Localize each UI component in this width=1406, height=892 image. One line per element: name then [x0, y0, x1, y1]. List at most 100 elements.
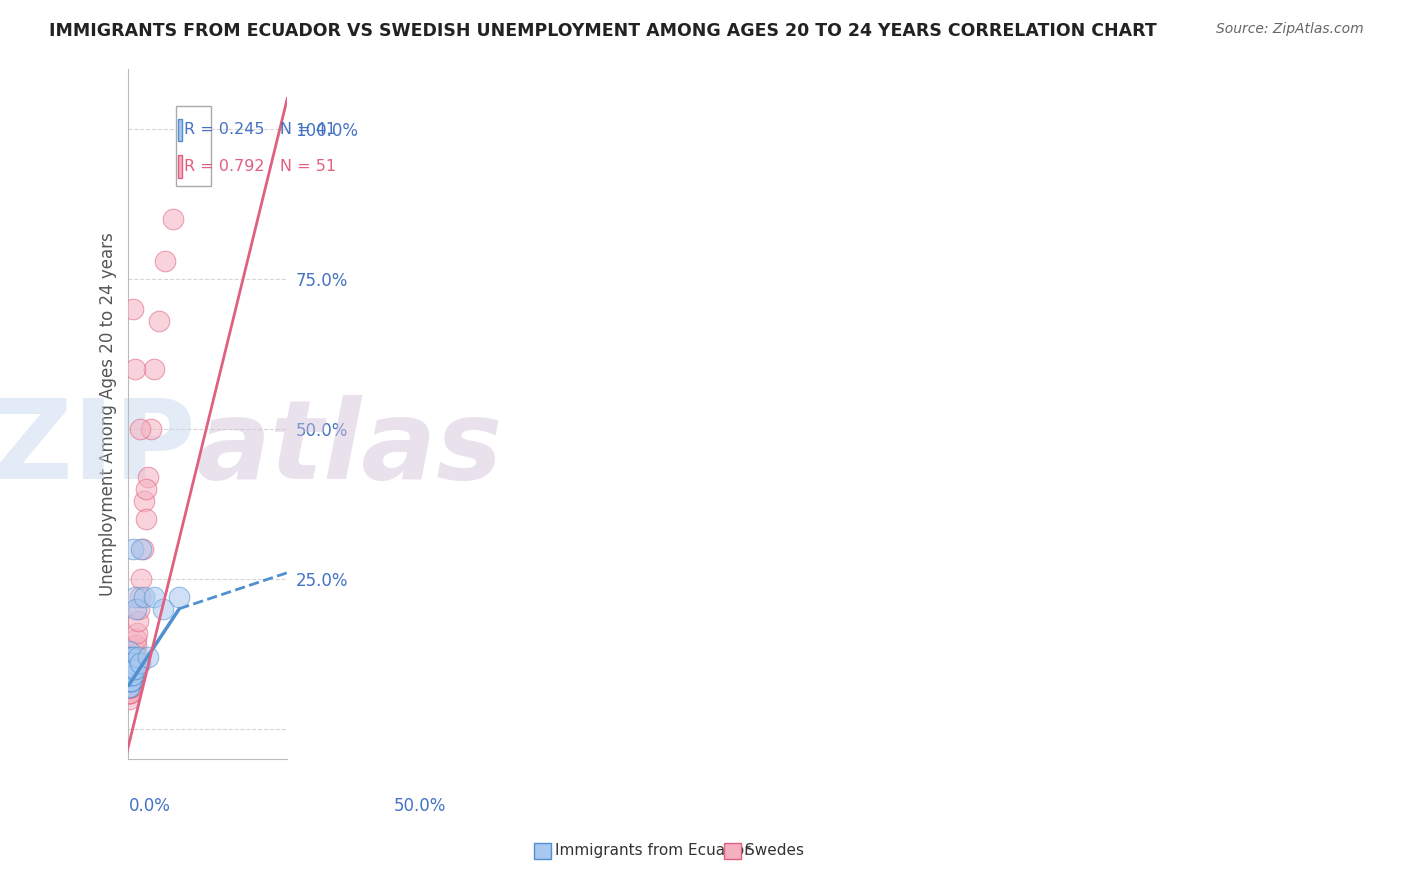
Point [152, 601, 174, 615]
Point [120, 673, 142, 688]
Point [121, 667, 143, 681]
Point [120, 656, 142, 670]
Point [120, 667, 142, 681]
Point [125, 632, 148, 646]
Point [120, 662, 142, 676]
Point [120, 667, 142, 681]
Point [118, 662, 141, 676]
Point [118, 686, 141, 700]
Point [148, 313, 170, 327]
Point [118, 691, 141, 706]
Text: IMMIGRANTS FROM ECUADOR VS SWEDISH UNEMPLOYMENT AMONG AGES 20 TO 24 YEARS CORREL: IMMIGRANTS FROM ECUADOR VS SWEDISH UNEMP… [49, 22, 1157, 40]
Point [120, 656, 142, 670]
Point [121, 673, 143, 688]
Point [120, 680, 142, 694]
Point [121, 656, 143, 670]
Text: Source: ZipAtlas.com: Source: ZipAtlas.com [1216, 22, 1364, 37]
Point [118, 680, 141, 694]
Bar [179, 119, 183, 141]
Point [121, 667, 143, 681]
Point [118, 680, 141, 694]
Point [121, 662, 143, 676]
Point [129, 590, 152, 604]
Point [124, 644, 146, 658]
Point [121, 667, 143, 681]
Point [122, 662, 145, 676]
Point [120, 686, 142, 700]
Point [124, 590, 146, 604]
Point [120, 673, 142, 688]
Point [122, 656, 145, 670]
Point [135, 482, 157, 496]
Point [118, 656, 141, 670]
Point [118, 662, 141, 676]
Point [118, 680, 141, 694]
Point [129, 541, 152, 556]
Point [122, 662, 145, 676]
Point [129, 572, 152, 586]
Point [121, 667, 143, 681]
Point [122, 667, 145, 681]
Point [124, 361, 146, 376]
Text: R = 0.792   N = 51: R = 0.792 N = 51 [184, 159, 336, 174]
Point [128, 601, 150, 615]
Text: atlas: atlas [195, 394, 502, 501]
Text: Immigrants from Ecuador: Immigrants from Ecuador [555, 844, 751, 858]
Point [125, 625, 148, 640]
Point [121, 662, 143, 676]
Point [120, 662, 142, 676]
Point [121, 673, 143, 688]
Point [118, 680, 141, 694]
Point [120, 680, 142, 694]
Point [122, 662, 145, 676]
Point [120, 673, 142, 688]
Point [134, 493, 156, 508]
Point [125, 638, 148, 652]
Point [128, 656, 150, 670]
Point [122, 301, 145, 316]
Point [118, 673, 141, 688]
Point [136, 469, 159, 483]
Point [120, 680, 142, 694]
Text: Swedes: Swedes [745, 844, 804, 858]
Point [134, 590, 156, 604]
Point [118, 680, 141, 694]
Point [120, 656, 142, 670]
Point [122, 662, 145, 676]
Point [136, 649, 159, 664]
Point [124, 656, 146, 670]
Point [121, 667, 143, 681]
FancyBboxPatch shape [176, 106, 211, 186]
Point [120, 680, 142, 694]
Point [142, 361, 165, 376]
Point [118, 644, 141, 658]
Point [132, 541, 155, 556]
Bar [179, 155, 183, 178]
Point [153, 253, 176, 268]
Text: R = 0.245   N = 41: R = 0.245 N = 41 [184, 122, 336, 137]
Point [118, 649, 141, 664]
Point [139, 422, 162, 436]
Point [128, 422, 150, 436]
Point [127, 614, 149, 628]
Point [118, 649, 141, 664]
Point [169, 590, 191, 604]
Point [118, 686, 141, 700]
Point [122, 649, 145, 664]
Point [120, 673, 142, 688]
Point [120, 667, 142, 681]
Point [118, 667, 141, 681]
Point [162, 211, 184, 226]
Point [120, 680, 142, 694]
Point [118, 680, 141, 694]
Point [120, 673, 142, 688]
Text: 0.0%: 0.0% [128, 797, 170, 814]
Point [142, 590, 165, 604]
Point [122, 541, 145, 556]
Point [120, 673, 142, 688]
Point [118, 686, 141, 700]
Text: 50.0%: 50.0% [394, 797, 446, 814]
Point [124, 649, 146, 664]
Point [135, 511, 157, 525]
Point [118, 673, 141, 688]
